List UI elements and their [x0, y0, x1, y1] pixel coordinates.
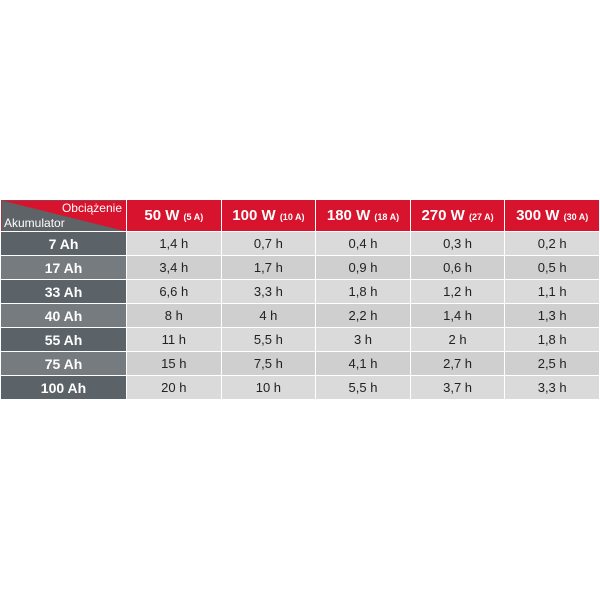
header-row: Obciążenie Akumulator 50 W (5 A) 100 W (1… [0, 199, 600, 232]
power-label: 180 W [326, 207, 371, 224]
runtime-cell: 10 h [220, 375, 317, 400]
battery-capacity: 7 Ah [0, 231, 127, 256]
runtime-cell: 2 h [409, 327, 506, 352]
column-header: 180 W (18 A) [315, 199, 411, 232]
runtime-cell: 3,4 h [126, 255, 222, 280]
runtime-cell: 5,5 h [220, 327, 317, 352]
current-label: (5 A) [183, 212, 204, 222]
runtime-cell: 3,3 h [220, 279, 317, 304]
column-header: 270 W (27 A) [409, 199, 506, 232]
runtime-cell: 1,4 h [409, 303, 506, 328]
battery-capacity: 55 Ah [0, 327, 127, 352]
power-label: 270 W [421, 207, 465, 224]
battery-capacity: 75 Ah [0, 351, 127, 376]
runtime-cell: 3,3 h [504, 375, 600, 400]
current-label: (10 A) [279, 212, 305, 222]
table-row: 17 Ah 3,4 h 1,7 h 0,9 h 0,6 h 0,5 h [0, 255, 600, 280]
runtime-cell: 1,8 h [504, 327, 600, 352]
current-label: (27 A) [469, 212, 494, 222]
table-row: 7 Ah 1,4 h 0,7 h 0,4 h 0,3 h 0,2 h [0, 231, 600, 256]
current-label: (30 A) [563, 212, 589, 222]
runtime-cell: 7,5 h [220, 351, 317, 376]
table-row: 33 Ah 6,6 h 3,3 h 1,8 h 1,2 h 1,1 h [0, 279, 600, 304]
runtime-cell: 0,4 h [315, 231, 411, 256]
runtime-cell: 1,2 h [409, 279, 506, 304]
current-label: (18 A) [374, 212, 400, 222]
runtime-cell: 8 h [126, 303, 222, 328]
runtime-cell: 4 h [220, 303, 317, 328]
runtime-cell: 0,6 h [409, 255, 506, 280]
runtime-cell: 0,7 h [220, 231, 317, 256]
runtime-cell: 1,7 h [220, 255, 317, 280]
power-label: 300 W [516, 207, 560, 224]
runtime-cell: 1,4 h [126, 231, 222, 256]
runtime-cell: 1,1 h [504, 279, 600, 304]
runtime-cell: 20 h [126, 375, 222, 400]
battery-capacity: 33 Ah [0, 279, 127, 304]
runtime-cell: 3 h [315, 327, 411, 352]
runtime-cell: 0,2 h [504, 231, 600, 256]
column-header: 300 W (30 A) [504, 199, 600, 232]
battery-capacity: 100 Ah [0, 375, 127, 400]
runtime-cell: 0,3 h [409, 231, 506, 256]
table-row: 100 Ah 20 h 10 h 5,5 h 3,7 h 3,3 h [0, 375, 600, 400]
runtime-cell: 15 h [126, 351, 222, 376]
runtime-cell: 2,5 h [504, 351, 600, 376]
runtime-cell: 1,3 h [504, 303, 600, 328]
power-label: 50 W [144, 207, 180, 224]
runtime-cell: 2,7 h [409, 351, 506, 376]
battery-label: Akumulator [4, 216, 65, 230]
corner-header: Obciążenie Akumulator [0, 199, 127, 232]
load-label: Obciążenie [61, 201, 122, 215]
runtime-cell: 1,8 h [315, 279, 411, 304]
table-row: 75 Ah 15 h 7,5 h 4,1 h 2,7 h 2,5 h [0, 351, 600, 376]
runtime-cell: 0,5 h [504, 255, 600, 280]
runtime-table: Obciążenie Akumulator 50 W (5 A) 100 W (1… [0, 199, 600, 400]
battery-capacity: 17 Ah [0, 255, 127, 280]
runtime-cell: 5,5 h [315, 375, 411, 400]
power-label: 100 W [232, 207, 276, 224]
column-header: 50 W (5 A) [126, 199, 222, 232]
runtime-cell: 4,1 h [315, 351, 411, 376]
runtime-cell: 6,6 h [126, 279, 222, 304]
column-header: 100 W (10 A) [220, 199, 317, 232]
runtime-cell: 2,2 h [315, 303, 411, 328]
runtime-cell: 3,7 h [409, 375, 506, 400]
battery-capacity: 40 Ah [0, 303, 127, 328]
runtime-cell: 0,9 h [315, 255, 411, 280]
runtime-cell: 11 h [126, 327, 222, 352]
